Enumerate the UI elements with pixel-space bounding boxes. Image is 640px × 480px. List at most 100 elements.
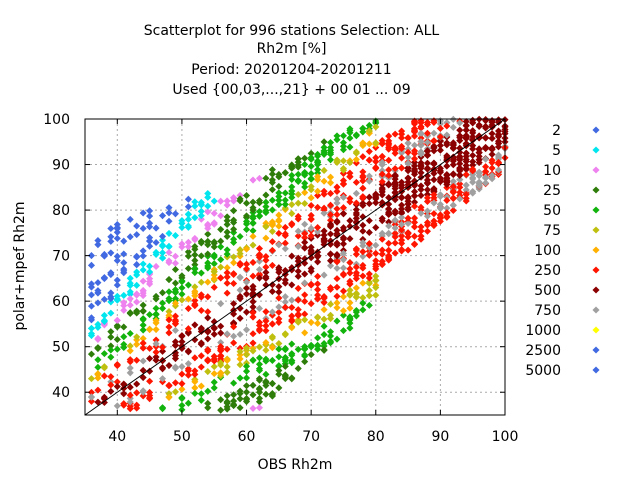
- data-point: [94, 398, 102, 406]
- data-point: [87, 330, 95, 338]
- data-point: [391, 207, 399, 215]
- data-point: [482, 163, 490, 171]
- data-point: [230, 270, 238, 278]
- data-point: [327, 262, 335, 270]
- data-point: [171, 388, 179, 396]
- data-point: [268, 176, 276, 184]
- data-point: [184, 243, 192, 251]
- data-point: [236, 273, 244, 281]
- data-point: [430, 210, 438, 218]
- data-point: [404, 148, 412, 156]
- data-point: [314, 334, 322, 342]
- data-point: [133, 261, 141, 269]
- data-point: [87, 280, 95, 288]
- data-point: [191, 264, 199, 272]
- data-point: [275, 384, 283, 392]
- data-point: [339, 142, 347, 150]
- data-point: [365, 243, 373, 251]
- data-point: [184, 295, 192, 303]
- data-point: [443, 178, 451, 186]
- data-point: [120, 259, 128, 267]
- data-point: [133, 298, 141, 306]
- data-point: [120, 250, 128, 258]
- data-point: [243, 344, 251, 352]
- data-point: [320, 187, 328, 195]
- data-point: [171, 279, 179, 287]
- data-point: [449, 206, 457, 215]
- data-point: [210, 363, 218, 371]
- data-point: [288, 303, 296, 312]
- data-point: [469, 145, 477, 153]
- data-point: [171, 363, 179, 371]
- data-point: [230, 332, 238, 340]
- data-point: [204, 202, 212, 210]
- data-point: [417, 235, 425, 243]
- data-point: [107, 295, 115, 303]
- data-point: [288, 210, 296, 218]
- data-point: [146, 377, 154, 385]
- data-point: [281, 303, 289, 311]
- data-point: [314, 203, 322, 211]
- data-point: [210, 239, 218, 247]
- legend-marker: [592, 126, 600, 134]
- data-point: [184, 367, 192, 375]
- data-point: [385, 132, 393, 140]
- data-point: [113, 323, 121, 331]
- data-point: [417, 203, 425, 211]
- data-point: [495, 139, 503, 147]
- data-point: [462, 181, 470, 189]
- data-point: [333, 158, 341, 166]
- data-point: [230, 207, 238, 215]
- data-point: [249, 258, 257, 266]
- legend-marker: [592, 326, 600, 334]
- data-point: [404, 174, 412, 182]
- data-point: [365, 279, 373, 288]
- data-point: [204, 250, 212, 258]
- data-point: [411, 198, 419, 206]
- data-point: [191, 370, 199, 378]
- data-point: [391, 216, 399, 224]
- data-point: [236, 232, 244, 241]
- data-point: [469, 116, 477, 124]
- data-point: [191, 251, 199, 259]
- data-point: [333, 283, 341, 291]
- data-point: [223, 220, 231, 229]
- data-point: [482, 117, 490, 125]
- data-point: [327, 337, 335, 345]
- legend-label: 2500: [525, 343, 561, 359]
- data-point: [352, 148, 360, 156]
- data-point: [249, 303, 257, 311]
- data-point: [411, 147, 419, 155]
- data-point: [307, 215, 315, 223]
- data-point: [443, 122, 451, 130]
- data-point: [191, 296, 199, 305]
- data-point: [255, 207, 263, 216]
- data-point: [288, 163, 296, 171]
- data-point: [107, 342, 115, 350]
- data-point: [146, 326, 154, 334]
- data-point: [359, 299, 367, 307]
- legend-label: 25: [543, 183, 561, 199]
- data-point: [346, 235, 354, 243]
- data-point: [262, 379, 270, 387]
- data-point: [87, 261, 95, 269]
- data-point: [210, 384, 218, 392]
- data-point: [262, 252, 270, 261]
- data-point: [184, 399, 192, 407]
- data-point: [165, 275, 173, 284]
- data-point: [171, 252, 179, 260]
- data-point: [146, 280, 154, 288]
- data-point: [243, 382, 251, 390]
- x-tick-label: 40: [108, 429, 126, 445]
- data-point: [113, 224, 121, 232]
- data-point: [398, 236, 406, 244]
- data-point: [255, 212, 263, 220]
- chart-title-line-4: Used {00,03,...,21} + 00 01 ... 09: [172, 82, 411, 98]
- data-point: [346, 159, 354, 167]
- data-point: [249, 291, 257, 299]
- data-point: [301, 171, 309, 179]
- data-point: [482, 143, 490, 151]
- data-point: [100, 350, 108, 358]
- data-point: [372, 241, 380, 249]
- data-point: [294, 177, 302, 186]
